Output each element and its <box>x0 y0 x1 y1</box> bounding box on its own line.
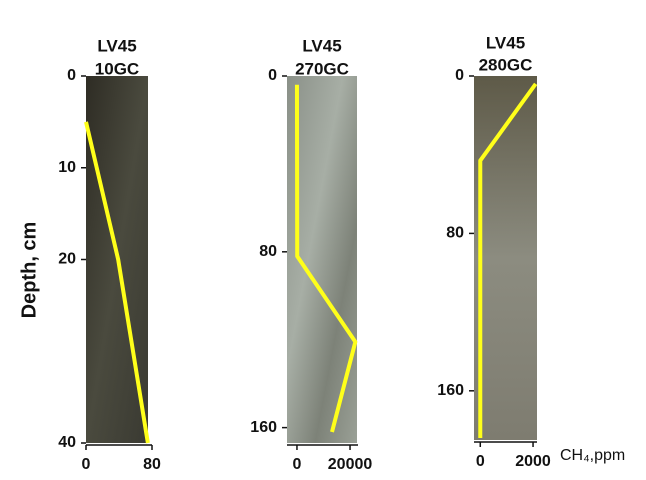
x-tick-label: 0 <box>82 456 91 473</box>
x-axis-label: CH₄,ppm <box>560 447 625 464</box>
figure: Depth, cm CH₄,ppm LV45 10GC 0 10 20 40 0 80 LV45… <box>0 0 646 480</box>
y-tick-label: 80 <box>446 225 464 242</box>
y-tick-label: 0 <box>67 67 76 84</box>
panel-title: 280GC <box>479 55 533 74</box>
x-tick-label: 80 <box>143 456 161 473</box>
x-tick-label: 0 <box>476 453 485 470</box>
y-axis-label: Depth, cm <box>18 222 40 319</box>
y-tick-label: 160 <box>437 382 464 399</box>
y-tick-label: 80 <box>259 243 277 260</box>
panel-title: 270GC <box>295 59 349 78</box>
y-tick-label: 0 <box>455 67 464 84</box>
y-tick-label: 10 <box>58 159 76 176</box>
x-tick-label: 0 <box>293 456 302 473</box>
y-tick-label: 20 <box>58 251 76 268</box>
panel-title: LV45 <box>97 36 136 55</box>
panel-title: LV45 <box>486 33 525 52</box>
y-tick-label: 0 <box>268 67 277 84</box>
panel-title: LV45 <box>302 36 341 55</box>
core-image <box>474 76 537 440</box>
x-tick-label: 2000 <box>515 453 551 470</box>
panel-title: 10GC <box>95 59 139 78</box>
y-tick-label: 160 <box>250 419 277 436</box>
x-tick-label: 20000 <box>328 456 373 473</box>
y-tick-label: 40 <box>58 434 76 451</box>
